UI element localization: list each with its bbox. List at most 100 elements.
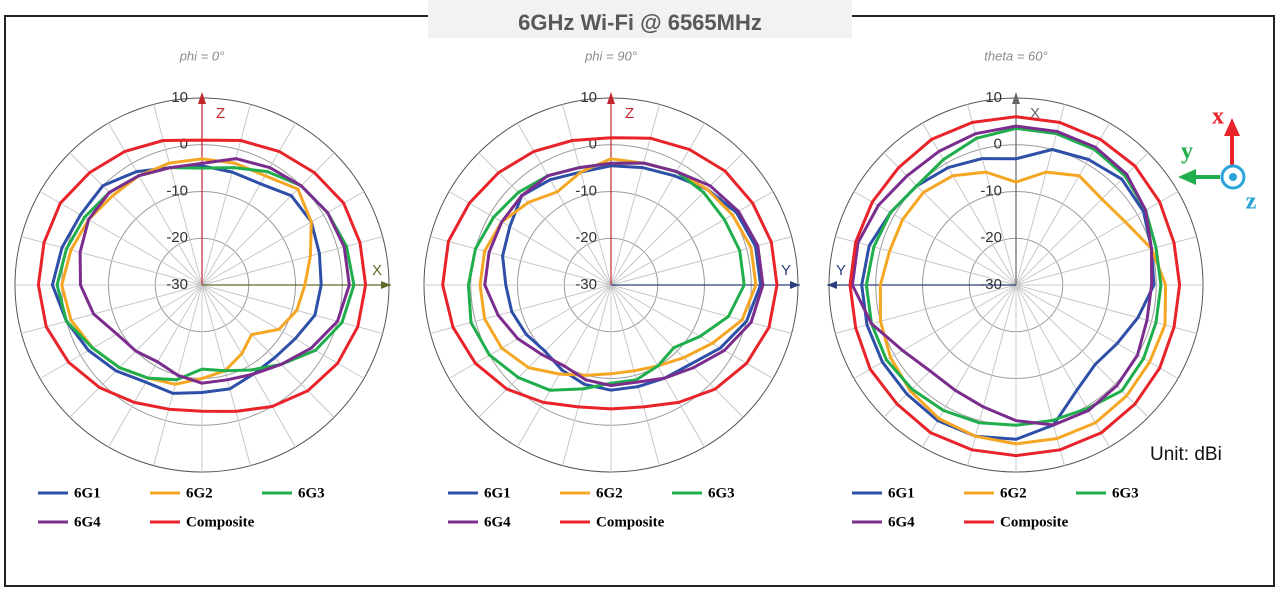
spoke (201, 284, 335, 418)
r-tick-label: -10 (980, 182, 1002, 199)
spoke (201, 191, 365, 286)
legend-label: 6G4 (74, 514, 101, 530)
legend-label: Composite (1000, 514, 1069, 530)
spoke (69, 152, 203, 286)
spoke (201, 122, 296, 286)
polar-chart: phi = 90° Z Y -30 -20 -10 0 10 6G1 6G2 6G3 6G4 Compo… (423, 48, 800, 530)
spoke (1015, 284, 1110, 448)
spoke (21, 236, 203, 286)
spoke (39, 191, 203, 286)
legend-label: Composite (596, 514, 665, 530)
axis-arrowhead (790, 281, 800, 289)
axis-label: X (1030, 105, 1040, 122)
spoke (448, 191, 612, 286)
series-line (501, 164, 763, 392)
spoke (610, 284, 660, 466)
spoke (430, 236, 612, 286)
r-tick-label: -10 (166, 182, 188, 199)
r-tick-label: 10 (985, 89, 1002, 106)
spoke (922, 122, 1017, 286)
spoke (21, 284, 203, 334)
series-line (878, 170, 1168, 446)
axis-label: Z (216, 105, 225, 122)
spoke (883, 152, 1017, 286)
spoke (39, 284, 203, 379)
spoke (201, 284, 251, 466)
r-tick-label: 10 (580, 89, 597, 106)
legend-label: 6G1 (484, 485, 511, 501)
axis-arrowhead (827, 281, 837, 289)
axis-arrowhead (607, 92, 615, 104)
spoke (610, 104, 660, 286)
spoke (517, 122, 612, 286)
spoke (1015, 284, 1065, 466)
r-tick-label: -20 (980, 229, 1002, 246)
spoke (1015, 152, 1149, 286)
spoke (883, 284, 1017, 418)
spoke (610, 236, 792, 286)
legend-label: 6G3 (298, 485, 325, 501)
series-line (483, 161, 765, 387)
spoke (1015, 284, 1197, 334)
spoke (201, 104, 251, 286)
r-tick-label: 10 (171, 89, 188, 106)
spoke (108, 122, 203, 286)
series-line (36, 138, 368, 413)
spoke (835, 236, 1017, 286)
legend-label: 6G4 (888, 514, 915, 530)
r-tick-label: -20 (575, 229, 597, 246)
r-tick-label: 0 (589, 136, 597, 153)
spoke (562, 104, 612, 286)
spoke (835, 284, 1017, 334)
spoke (610, 152, 744, 286)
unit-note: Unit: dBi (1150, 444, 1222, 465)
legend-label: 6G4 (484, 514, 511, 530)
title: 6GHz Wi-Fi @ 6565MHz (518, 10, 762, 35)
spoke (430, 284, 612, 334)
spoke (478, 152, 612, 286)
spoke (153, 104, 203, 286)
legend-label: Composite (186, 514, 255, 530)
spoke (610, 191, 774, 286)
spoke (853, 191, 1017, 286)
axis-label: Z (625, 105, 634, 122)
spoke (610, 284, 792, 334)
series-line (466, 161, 746, 392)
spoke (1015, 236, 1197, 286)
axes-icon: x y z (1178, 104, 1257, 215)
spoke (108, 284, 203, 448)
spoke (853, 284, 1017, 379)
spoke (1015, 284, 1149, 418)
icon-arrowhead (1224, 118, 1240, 136)
chart-subtitle: phi = 90° (584, 48, 637, 63)
icon-label: x (1212, 104, 1224, 130)
polar-chart: phi = 0° Z X -30 -20 -10 0 10 6G1 6G2 6G3 6G4 Compos… (14, 48, 391, 530)
r-tick-label: -20 (166, 229, 188, 246)
title-box (428, 0, 852, 38)
legend-label: 6G2 (1000, 485, 1027, 501)
r-tick-label: -30 (575, 276, 597, 293)
spoke (610, 122, 705, 286)
spoke (610, 284, 744, 418)
spoke (201, 152, 335, 286)
spoke (1015, 191, 1179, 286)
icon-arrowhead (1178, 169, 1196, 185)
chart-subtitle: phi = 0° (179, 48, 225, 63)
r-tick-label: -30 (166, 276, 188, 293)
spoke (448, 284, 612, 379)
r-tick-label: -30 (980, 276, 1002, 293)
axis-label: X (372, 262, 382, 279)
legend-label: 6G2 (596, 485, 623, 501)
series-line (78, 157, 351, 385)
legend-label: 6G3 (1112, 485, 1139, 501)
axis-arrowhead (1012, 92, 1020, 104)
legend-label: 6G1 (74, 485, 101, 501)
legend-label: 6G2 (186, 485, 213, 501)
spoke (201, 236, 383, 286)
legend-label: 6G3 (708, 485, 735, 501)
r-tick-label: -10 (575, 182, 597, 199)
spoke (201, 284, 296, 448)
icon-label: z (1246, 189, 1257, 215)
series-line (441, 136, 779, 411)
